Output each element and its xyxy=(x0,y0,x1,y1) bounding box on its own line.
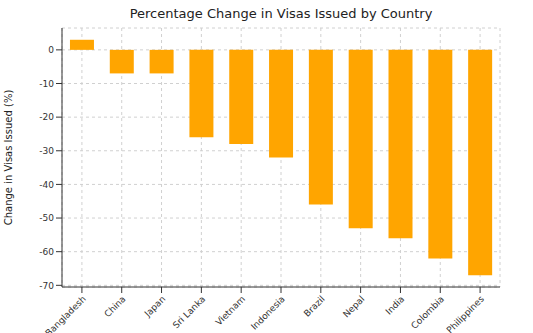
svg-text:Philippines: Philippines xyxy=(445,294,487,333)
svg-text:Brazil: Brazil xyxy=(302,294,327,319)
svg-text:-40: -40 xyxy=(39,180,54,190)
svg-text:Colombia: Colombia xyxy=(409,294,446,331)
svg-text:0: 0 xyxy=(48,45,54,55)
svg-text:Change in Visas Issued (%): Change in Visas Issued (%) xyxy=(8,90,14,226)
svg-text:-20: -20 xyxy=(39,112,54,122)
svg-text:India: India xyxy=(384,294,407,317)
svg-text:Japan: Japan xyxy=(142,294,168,320)
svg-text:China: China xyxy=(102,294,127,319)
svg-text:-60: -60 xyxy=(39,247,54,257)
svg-text:Indonesia: Indonesia xyxy=(249,294,287,332)
svg-text:Vietnam: Vietnam xyxy=(214,294,248,328)
svg-text:-10: -10 xyxy=(39,79,54,89)
svg-text:Sri Lanka: Sri Lanka xyxy=(171,294,207,330)
svg-text:Nepal: Nepal xyxy=(341,294,366,319)
svg-text:-50: -50 xyxy=(39,213,54,223)
svg-text:-30: -30 xyxy=(39,146,54,156)
svg-text:Bangladesh: Bangladesh xyxy=(43,294,87,333)
html-text:Percentage Change in Visas Iss: Percentage Change in Visas Issued by Cou… xyxy=(129,6,433,21)
svg-text:-70: -70 xyxy=(39,281,54,291)
